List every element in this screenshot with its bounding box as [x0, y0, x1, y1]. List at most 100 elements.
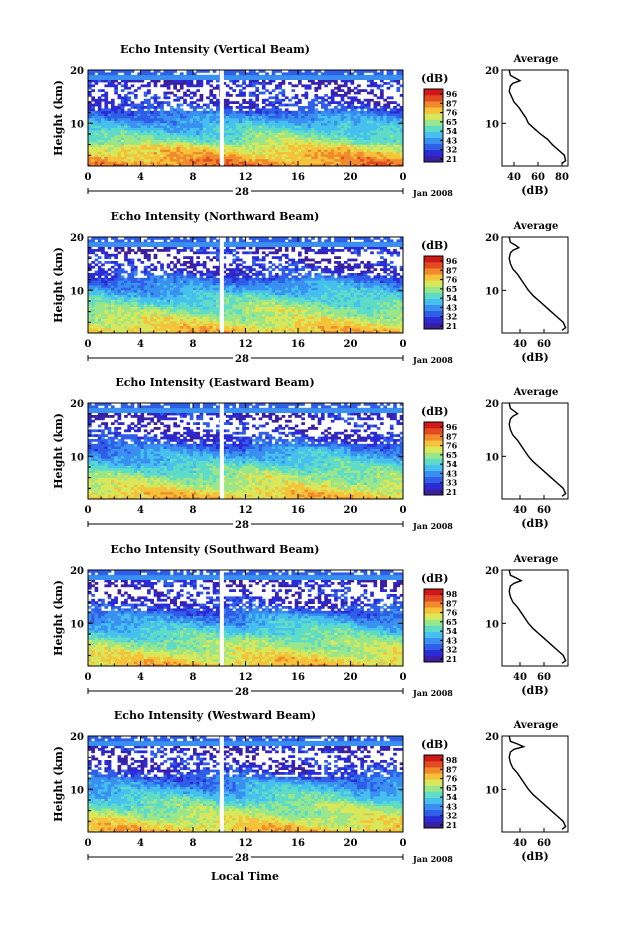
heatmap-cell — [157, 125, 161, 128]
heatmap-cell — [341, 152, 345, 155]
heatmap-cell — [91, 249, 95, 252]
heatmap-cell — [193, 159, 197, 162]
heatmap-cell — [229, 251, 233, 254]
heatmap-cell — [331, 116, 335, 119]
heatmap-cell — [114, 130, 118, 133]
heatmap-cell — [124, 271, 128, 274]
heatmap-cell — [285, 116, 289, 119]
heatmap-cell — [137, 106, 141, 109]
heatmap-cell — [141, 309, 145, 312]
heatmap-cell — [183, 302, 187, 305]
heatmap-cell — [150, 268, 154, 271]
heatmap-cell — [298, 161, 302, 164]
heatmap-cell — [141, 152, 145, 155]
heatmap-cell — [373, 125, 377, 128]
heatmap-cell — [252, 154, 256, 157]
heatmap-cell — [196, 278, 200, 281]
heatmap-cell — [127, 285, 131, 288]
heatmap-cell — [118, 96, 122, 99]
heatmap-cell — [229, 75, 233, 78]
heatmap-cell — [328, 147, 332, 150]
heatmap-cell — [180, 116, 184, 119]
heatmap-cell — [351, 159, 355, 162]
heatmap-cell — [373, 132, 377, 135]
heatmap-cell — [213, 271, 217, 274]
heatmap-cell — [144, 77, 148, 80]
heatmap-cell — [147, 242, 151, 245]
heatmap-cell — [180, 132, 184, 135]
heatmap-cell — [275, 123, 279, 126]
heatmap-cell — [301, 72, 305, 75]
heatmap-cell — [104, 328, 108, 331]
heatmap-cell — [275, 132, 279, 135]
heatmap-cell — [285, 144, 289, 147]
heatmap-cell — [157, 302, 161, 305]
heatmap-cell — [154, 130, 158, 133]
heatmap-cell — [249, 99, 253, 102]
heatmap-cell — [334, 75, 338, 78]
heatmap-cell — [308, 111, 312, 114]
heatmap-cell — [91, 152, 95, 155]
heatmap-cell — [147, 77, 151, 80]
heatmap-cell — [377, 128, 381, 131]
heatmap-cell — [124, 149, 128, 152]
heatmap-cell — [200, 319, 204, 322]
heatmap-cell — [390, 132, 394, 135]
heatmap-cell — [318, 137, 322, 140]
heatmap-cell — [311, 135, 315, 138]
heatmap-cell — [137, 295, 141, 298]
heatmap-cell — [111, 140, 115, 143]
heatmap-cell — [91, 159, 95, 162]
panel-1: Echo Intensity (Vertical Beam)2010Height… — [52, 43, 569, 198]
heatmap-cell — [236, 154, 240, 157]
heatmap-cell — [344, 132, 348, 135]
heatmap-cell — [127, 323, 131, 326]
heatmap-cell — [173, 77, 177, 80]
heatmap-cell — [236, 118, 240, 121]
heatmap-cell — [249, 120, 253, 123]
heatmap-cell — [173, 113, 177, 116]
heatmap-cell — [249, 80, 253, 83]
heatmap-cell — [213, 128, 217, 131]
heatmap-cell — [108, 304, 112, 307]
heatmap-cell — [268, 113, 272, 116]
heatmap-cell — [141, 287, 145, 290]
heatmap-cell — [255, 249, 259, 252]
heatmap-cell — [278, 147, 282, 150]
heatmap-cell — [255, 295, 259, 298]
heatmap-cell — [170, 319, 174, 322]
heatmap-cell — [141, 135, 145, 138]
heatmap-cell — [104, 113, 108, 116]
heatmap-cell — [121, 84, 125, 87]
heatmap-cell — [190, 297, 194, 300]
heatmap-cell — [104, 297, 108, 300]
heatmap-cell — [200, 106, 204, 109]
heatmap-cell — [88, 242, 92, 245]
heatmap-cell — [337, 101, 341, 104]
heatmap-cell — [137, 242, 141, 245]
heatmap-cell — [150, 72, 154, 75]
heatmap-cell — [252, 104, 256, 107]
heatmap-cell — [232, 271, 236, 274]
heatmap-cell — [373, 152, 377, 155]
heatmap-cell — [226, 292, 230, 295]
heatmap-cell — [200, 247, 204, 250]
heatmap-cell — [341, 77, 345, 80]
heatmap-cell — [173, 80, 177, 83]
heatmap-cell — [95, 297, 99, 300]
heatmap-cell — [229, 304, 233, 307]
heatmap-cell — [150, 326, 154, 329]
heatmap-cell — [157, 106, 161, 109]
heatmap-cell — [131, 304, 135, 307]
heatmap-cell — [157, 311, 161, 314]
heatmap-cell — [259, 159, 263, 162]
heatmap-cell — [298, 125, 302, 128]
heatmap-cell — [127, 137, 131, 140]
heatmap-cell — [236, 140, 240, 143]
heatmap-cell — [321, 142, 325, 145]
heatmap-cell — [239, 159, 243, 162]
heatmap-cell — [209, 328, 213, 331]
heatmap-cell — [288, 128, 292, 131]
heatmap-cell — [232, 321, 236, 324]
heatmap-cell — [147, 314, 151, 317]
